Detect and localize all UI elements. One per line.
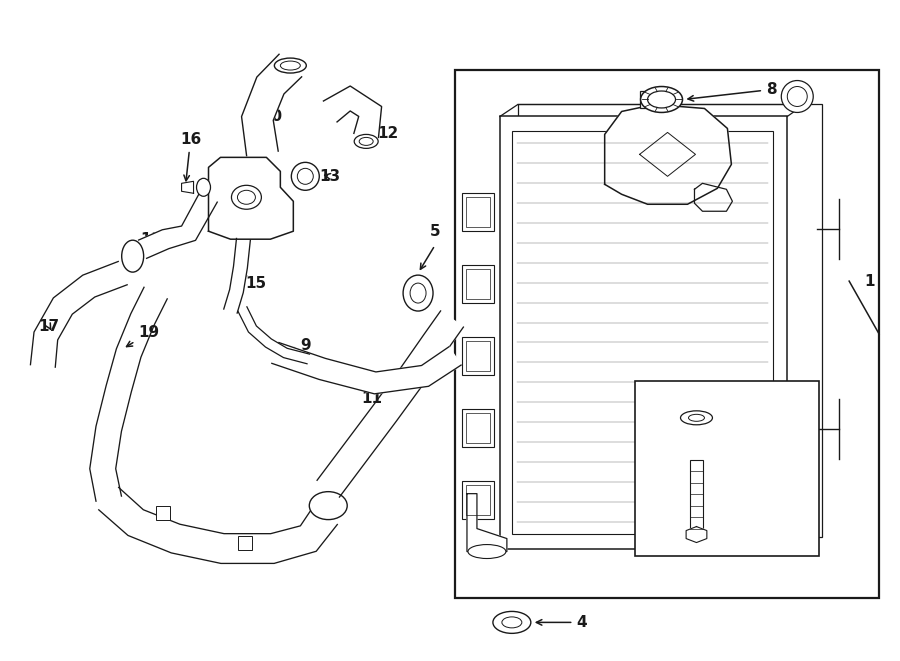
Text: 11: 11 bbox=[362, 383, 385, 407]
Text: 16: 16 bbox=[180, 132, 202, 181]
Ellipse shape bbox=[231, 185, 261, 210]
Polygon shape bbox=[90, 288, 167, 501]
Bar bbox=[462, 265, 494, 303]
Text: 8: 8 bbox=[688, 82, 777, 101]
Bar bbox=[462, 337, 494, 375]
Polygon shape bbox=[323, 86, 382, 137]
Text: 4: 4 bbox=[536, 615, 587, 630]
Text: 13: 13 bbox=[320, 169, 341, 184]
Text: 17: 17 bbox=[39, 319, 59, 334]
Bar bbox=[640, 91, 663, 108]
Ellipse shape bbox=[310, 492, 347, 520]
Bar bbox=[466, 269, 490, 299]
Ellipse shape bbox=[410, 283, 426, 303]
Bar bbox=[462, 409, 494, 447]
Text: 9: 9 bbox=[277, 338, 310, 354]
Polygon shape bbox=[686, 527, 706, 543]
Text: 18: 18 bbox=[140, 232, 161, 247]
Text: 6: 6 bbox=[727, 204, 777, 334]
Text: 1: 1 bbox=[864, 274, 875, 289]
Bar bbox=[238, 535, 252, 549]
Text: 7: 7 bbox=[684, 153, 777, 197]
Bar bbox=[634, 381, 819, 555]
Ellipse shape bbox=[468, 545, 506, 559]
Polygon shape bbox=[31, 262, 127, 367]
Ellipse shape bbox=[238, 190, 256, 204]
Ellipse shape bbox=[641, 87, 682, 112]
Bar bbox=[466, 413, 490, 443]
Polygon shape bbox=[182, 181, 194, 193]
Ellipse shape bbox=[788, 87, 807, 106]
Polygon shape bbox=[272, 342, 461, 394]
Bar bbox=[518, 104, 823, 537]
Text: 15: 15 bbox=[239, 276, 266, 291]
Polygon shape bbox=[317, 311, 464, 497]
Text: 14: 14 bbox=[243, 191, 266, 217]
Bar bbox=[462, 481, 494, 519]
Bar bbox=[156, 506, 169, 520]
Text: 19: 19 bbox=[127, 325, 159, 346]
Ellipse shape bbox=[680, 411, 713, 425]
Bar bbox=[512, 132, 773, 533]
Text: 3: 3 bbox=[683, 416, 777, 434]
Ellipse shape bbox=[297, 169, 313, 184]
Ellipse shape bbox=[274, 58, 306, 73]
Ellipse shape bbox=[493, 611, 531, 633]
Ellipse shape bbox=[281, 61, 301, 70]
Bar bbox=[690, 460, 703, 531]
Text: 10: 10 bbox=[262, 102, 283, 124]
Polygon shape bbox=[139, 192, 217, 258]
Polygon shape bbox=[99, 487, 338, 563]
Ellipse shape bbox=[292, 163, 320, 190]
Bar bbox=[462, 193, 494, 231]
Bar bbox=[466, 485, 490, 515]
Polygon shape bbox=[224, 239, 250, 313]
Polygon shape bbox=[695, 183, 733, 212]
Ellipse shape bbox=[359, 137, 374, 145]
Text: 2: 2 bbox=[654, 496, 677, 518]
Polygon shape bbox=[209, 157, 293, 239]
Ellipse shape bbox=[196, 178, 211, 196]
Bar bbox=[455, 69, 879, 598]
Ellipse shape bbox=[403, 275, 433, 311]
Ellipse shape bbox=[502, 617, 522, 628]
Polygon shape bbox=[238, 307, 310, 364]
Text: 5: 5 bbox=[429, 223, 440, 239]
Polygon shape bbox=[241, 54, 302, 155]
Ellipse shape bbox=[355, 134, 378, 148]
Ellipse shape bbox=[122, 240, 144, 272]
Bar bbox=[500, 116, 788, 549]
Ellipse shape bbox=[688, 414, 705, 421]
Bar bbox=[466, 197, 490, 227]
Text: 12: 12 bbox=[362, 114, 399, 141]
Polygon shape bbox=[605, 104, 732, 204]
Ellipse shape bbox=[648, 91, 676, 108]
Polygon shape bbox=[467, 494, 507, 551]
Bar bbox=[466, 341, 490, 371]
Ellipse shape bbox=[781, 81, 814, 112]
